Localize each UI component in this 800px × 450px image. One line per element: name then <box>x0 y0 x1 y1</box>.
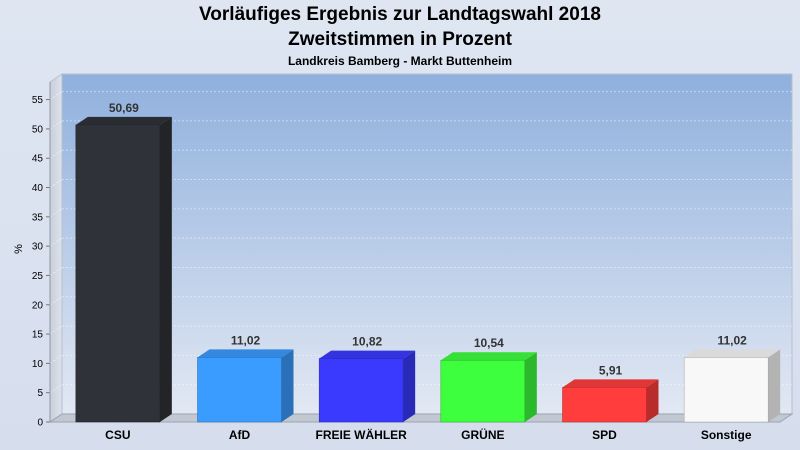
bar-front <box>318 358 404 423</box>
bar-value-label: 11,02 <box>231 333 261 347</box>
bar-side <box>403 350 416 422</box>
x-tick-label: AfD <box>229 428 251 442</box>
y-tick-label: 35 <box>32 212 44 223</box>
grid-line-side <box>49 354 63 364</box>
grid-line-side <box>49 267 63 276</box>
grid-line-side <box>49 384 63 394</box>
bar-side <box>646 379 659 422</box>
bar-top <box>319 350 416 359</box>
y-tick-label: 5 <box>37 388 43 399</box>
grid-line-side <box>49 208 63 218</box>
y-tick-label: 45 <box>32 154 44 165</box>
bar-value-label: 11,02 <box>717 333 747 347</box>
bar-side <box>159 116 172 423</box>
bar-side <box>281 349 294 422</box>
bar-freie-wähler: 10,82 <box>318 335 416 423</box>
y-tick-label: 25 <box>32 271 44 282</box>
x-tick-label: FREIE WÄHLER <box>315 427 407 442</box>
x-tick-label: Sonstige <box>701 428 752 442</box>
grid-line-side <box>49 120 63 130</box>
x-tick-label: CSU <box>105 428 130 442</box>
x-tick-label: SPD <box>592 428 617 442</box>
bar-top <box>440 352 537 361</box>
bar-value-label: 5,91 <box>599 363 623 377</box>
bar-top <box>75 116 172 125</box>
bar-sonstige: 11,02 <box>683 333 781 423</box>
bar-front <box>683 357 769 423</box>
y-tick-label: 15 <box>32 330 44 341</box>
bar-side <box>768 349 781 422</box>
y-axis: 0 5 10 15 20 25 30 35 40 45 50 55 <box>32 82 51 429</box>
grid-line-side <box>49 325 63 335</box>
chart-title: Vorläufiges Ergebnis zur Landtagswahl 20… <box>199 4 601 25</box>
y-tick-label: 20 <box>32 300 44 311</box>
y-tick-label: 50 <box>32 124 44 135</box>
y-tick-label: 55 <box>32 95 44 106</box>
grid-line-side <box>49 179 63 188</box>
bar-front <box>440 359 526 423</box>
plot-side-wall <box>49 73 63 423</box>
y-tick-label: 40 <box>32 183 44 194</box>
bar-spd: 5,91 <box>562 363 659 423</box>
bar-csu: 50,69 <box>75 101 172 423</box>
grid-lines <box>49 91 792 394</box>
bar-value-label: 50,69 <box>109 101 139 115</box>
bar-front <box>197 357 282 423</box>
chart-region-subtitle: Landkreis Bamberg - Markt Buttenheim <box>287 54 513 68</box>
y-tick-label: 0 <box>37 418 43 429</box>
bar-front <box>75 124 161 423</box>
y-tick-label: 10 <box>32 359 44 370</box>
x-tick-label: GRÜNE <box>461 427 504 442</box>
bars: 50,69 11,02 10,82 10,54 5,91 11,02 <box>75 101 781 423</box>
grid-line-side <box>49 149 63 159</box>
grid-line-side <box>49 237 63 247</box>
bar-grüne: 10,54 <box>440 336 537 423</box>
bar-top <box>562 379 659 388</box>
bar-top <box>197 349 294 358</box>
bar-front <box>562 387 647 423</box>
bar-side <box>524 352 537 422</box>
x-axis: CSU AfD FREIE WÄHLER GRÜNE SPD Sonstige <box>105 427 752 442</box>
bar-value-label: 10,82 <box>352 335 382 349</box>
chart-subtitle: Zweitstimmen in Prozent <box>288 29 512 50</box>
bar-top <box>684 349 781 358</box>
bar-afd: 11,02 <box>197 333 294 423</box>
grid-line-side <box>49 296 63 306</box>
bar-value-label: 10,54 <box>474 336 504 350</box>
plot-back-wall <box>61 73 793 415</box>
y-axis-label: % <box>13 244 25 254</box>
y-tick-label: 30 <box>32 242 44 253</box>
grid-line-side <box>49 91 63 101</box>
